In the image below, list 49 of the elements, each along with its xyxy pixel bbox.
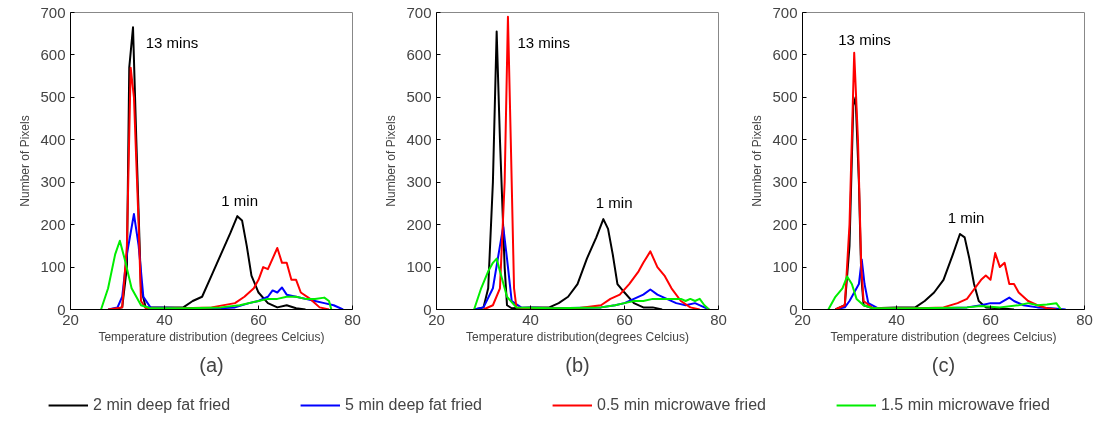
- y-tick-label: 200: [772, 215, 798, 233]
- y-axis-title: Number of Pixels: [750, 115, 765, 207]
- legend-label: 0.5 min microwave fried: [597, 396, 766, 414]
- annotation: 1 min: [221, 191, 259, 209]
- x-axis-title: Temperature distribution (degrees Celcius): [98, 329, 325, 344]
- x-axis-title: Temperature distribution (degrees Celcius): [830, 329, 1057, 344]
- y-tick-label: 300: [406, 173, 432, 191]
- annotation: 1 min: [595, 194, 633, 212]
- y-tick-label: 400: [406, 130, 432, 148]
- y-tick-label: 500: [40, 88, 66, 106]
- y-tick-label: 500: [406, 88, 432, 106]
- x-tick-label: 60: [616, 310, 633, 328]
- y-axis-title: Number of Pixels: [18, 115, 33, 207]
- legend-label: 5 min deep fat fried: [345, 396, 483, 414]
- annotation: 13 mins: [517, 34, 570, 52]
- y-tick-label: 200: [406, 215, 432, 233]
- x-tick-label: 40: [156, 310, 173, 328]
- y-tick-label: 400: [772, 130, 798, 148]
- x-tick-label: 80: [710, 310, 727, 328]
- text: (a): [199, 353, 224, 376]
- y-tick-label: 700: [406, 3, 432, 21]
- y-tick-label: 400: [40, 130, 66, 148]
- x-axis-title: Temperature distribution(degrees Celcius): [466, 329, 689, 344]
- y-tick-label: 300: [772, 173, 798, 191]
- x-tick-label: 60: [982, 310, 999, 328]
- y-tick-label: 200: [40, 215, 66, 233]
- y-tick-label: 100: [772, 258, 798, 276]
- y-axis-title: Number of Pixels: [384, 115, 399, 207]
- annotation: 13 mins: [838, 31, 891, 49]
- text: (c): [931, 353, 956, 376]
- y-tick-label: 600: [406, 45, 432, 63]
- y-tick-label: 100: [40, 258, 66, 276]
- text: (b): [565, 353, 590, 376]
- y-tick-label: 500: [772, 88, 798, 106]
- x-tick-label: 40: [888, 310, 905, 328]
- y-tick-label: 700: [772, 3, 798, 21]
- annotation: 13 mins: [145, 34, 199, 52]
- annotation: 1 min: [947, 209, 985, 227]
- x-tick-label: 80: [344, 310, 361, 328]
- x-tick-label: 40: [522, 310, 539, 328]
- legend-label: 2 min deep fat fried: [93, 396, 231, 414]
- y-tick-label: 300: [40, 173, 66, 191]
- y-tick-label: 100: [406, 258, 432, 276]
- x-tick-label: 80: [1076, 310, 1093, 328]
- legend-label: 1.5 min microwave fried: [880, 396, 1050, 414]
- y-tick-label: 600: [772, 45, 798, 63]
- y-tick-label: 600: [40, 45, 66, 63]
- y-tick-label: 700: [40, 3, 66, 21]
- x-tick-label: 60: [250, 310, 267, 328]
